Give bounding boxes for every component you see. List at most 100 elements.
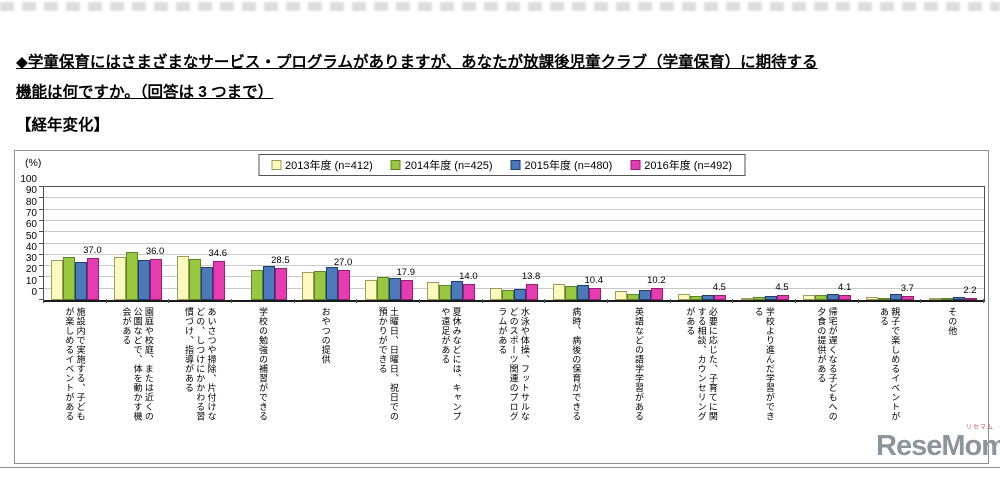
x-tick-mark [795,299,796,303]
bar-value-label: 37.0 [83,245,102,257]
y-tick-label: 90 [25,185,37,197]
x-tick-mark [607,299,608,303]
bar-2016-cat4 [275,267,288,300]
bar-2014-cat9 [564,286,577,300]
category-label: 学校の勉強の補習ができる [257,307,268,421]
x-tick-mark [43,299,44,303]
gridline [44,265,984,267]
y-tick-mark [39,253,43,255]
y-tick-mark [39,242,43,244]
bar-2015-cat7 [451,280,464,300]
legend-item: 2013年度 (n=412) [271,157,373,173]
y-tick-mark [39,287,43,289]
bar-2014-cat10 [627,294,640,300]
x-tick-mark [732,299,734,303]
bar-2014-cat7 [439,284,452,300]
bar-2014-cat4 [251,269,264,300]
watermark-katakana: リセマム [965,425,994,431]
category-label: 病時、病後の保育ができる [571,307,582,421]
bar-2013-cat1 [51,259,64,300]
section-label: 【経年変化】 [16,117,110,134]
legend-label: 2016年度 (n=492) [644,160,732,172]
bar-2014-cat6 [376,277,389,300]
bar-2014-cat11 [690,296,702,300]
x-axis-category-labels: 施設内で実施する、子どもが楽しめるイベントがある 園庭や校庭、または近くの公園など… [43,307,983,453]
legend-label: 2015年度 (n=480) [524,160,613,172]
bar-2013-cat5 [302,271,314,300]
y-axis-unit-label: (%) [25,157,42,169]
y-axis-tick-labels: 0 10 20 30 40 50 60 70 80 90 100 [15,174,40,298]
bar-2015-cat2 [138,259,150,300]
watermark-logo: リセマム ReseMom. [876,425,1000,462]
bar-2016-cat1 [87,258,100,300]
bar-value-label: 34.6 [208,247,227,259]
category-label: おやつの提供 [320,307,331,364]
bar-2013-cat7 [427,281,440,300]
bar-value-label: 28.5 [271,254,290,266]
bar-2014-cat14 [878,297,890,300]
legend-swatch-icon [390,160,401,170]
gridline [44,231,984,233]
bar-2016-cat6 [400,279,413,300]
y-tick-mark [39,219,43,221]
category-label: 施設内で実施する、子どもが楽しめるイベントがある [64,307,86,421]
bar-2016-cat2 [150,259,162,300]
watermark-text: ReseMom. [876,430,1000,462]
gridline [44,197,984,199]
y-tick-label: 40 [25,241,37,253]
bar-2016-cat7 [463,284,476,300]
y-tick-mark [39,231,43,233]
frame-shadow-line [0,467,1000,468]
bar-2016-cat8 [526,284,538,300]
bar-2015-cat14 [890,294,902,300]
bar-2016-cat15 [964,297,977,300]
bar-2013-cat6 [364,279,377,300]
legend-label: 2014年度 (n=425) [404,160,493,172]
category-label: 土曜日、日曜日、祝日での預かりができる [377,307,399,421]
question-title-line1: ◆学童保育にはさまざまなサービス・プログラムがありますが、あなたが放課後児童クラ… [16,54,818,71]
x-tick-mark [419,299,420,303]
bar-value-label: 4.5 [712,281,726,293]
bar-2014-cat5 [314,270,326,300]
bar-2015-cat4 [263,266,276,300]
bar-2013-cat9 [552,284,565,300]
bar-2015-cat11 [702,295,714,300]
chart-frame: (%) 2013年度 (n=412) 2014年度 (n=425) 2015年度 (… [14,150,989,464]
bar-2016-cat13 [839,295,852,300]
gridline [44,208,984,210]
chart-legend: 2013年度 (n=412) 2014年度 (n=425) 2015年度 (n=48… [258,154,745,176]
gridline [44,287,984,289]
x-tick-mark [669,299,671,303]
x-tick-mark [105,299,107,303]
question-title: ◆学童保育にはさまざまなサービス・プログラムがありますが、あなたが放課後児童クラ… [16,48,984,108]
x-tick-mark [293,299,295,303]
y-tick-label: 80 [25,196,37,208]
x-tick-mark [544,299,546,303]
x-tick-mark [920,299,922,303]
y-tick-label: 50 [25,230,37,242]
legend-label: 2013年度 (n=412) [285,160,373,172]
question-title-line2: 機能は何ですか。（回答は 3 つまで） [16,84,274,102]
legend-swatch-icon [630,160,641,170]
category-label: 水泳や体操、フットサルなどのスポーツ関連のプログラムがある [497,307,530,421]
y-tick-mark [39,197,43,199]
bar-value-label: 14.0 [459,271,478,283]
y-tick-label: 30 [25,253,37,265]
gridline [44,242,984,244]
bar-2015-cat6 [388,277,401,300]
bar-2014-cat3 [188,258,201,300]
x-tick-mark [857,299,859,303]
category-label: 英語などの語学学習がある [633,307,644,421]
legend-swatch-icon [510,160,521,170]
category-label: 必要に応じた、子育てに関する相談、カウンセリングがある [685,307,718,421]
bar-2013-cat2 [114,256,126,300]
bar-2013-cat14 [866,296,878,300]
cropped-text-artifact [0,2,1000,11]
y-tick-mark [39,186,43,187]
category-label: その他 [947,307,958,336]
bar-2013-cat12 [740,298,753,300]
bar-2013-cat13 [803,295,816,300]
bar-2014-cat8 [502,289,514,300]
y-tick-label: 100 [20,174,37,185]
y-tick-label: 0 [31,287,37,298]
